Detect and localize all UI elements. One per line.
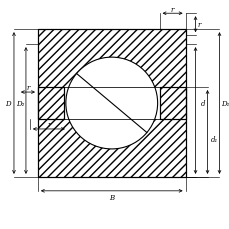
Text: D: D <box>5 100 11 108</box>
Bar <box>38 88 64 120</box>
Text: D₂: D₂ <box>16 100 24 108</box>
Circle shape <box>65 58 157 149</box>
Text: d: d <box>200 100 205 108</box>
Text: D₁: D₁ <box>220 100 229 108</box>
Bar <box>159 88 185 120</box>
Text: r: r <box>26 84 30 92</box>
Text: r: r <box>47 120 50 128</box>
Text: r: r <box>170 6 174 14</box>
Bar <box>38 30 185 177</box>
Text: B: B <box>109 193 114 201</box>
Bar <box>38 88 64 120</box>
Text: d₁: d₁ <box>210 135 217 143</box>
Bar <box>38 30 185 177</box>
Bar <box>38 88 185 120</box>
Text: r: r <box>197 21 200 29</box>
Bar <box>159 88 185 120</box>
